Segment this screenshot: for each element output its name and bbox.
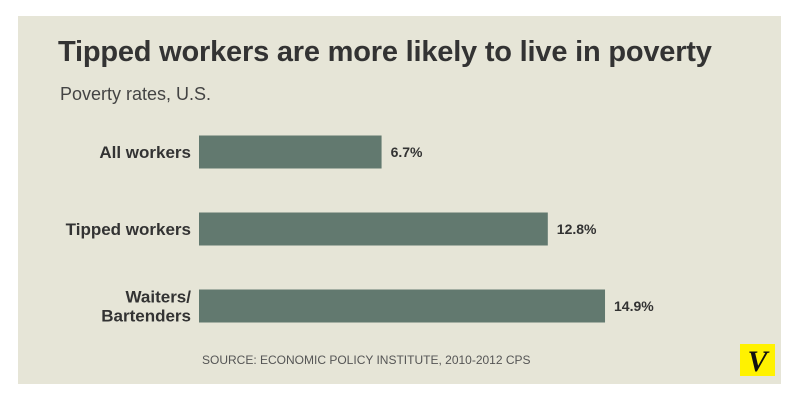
bar-value-label: 12.8% [557, 221, 597, 237]
source-note: SOURCE: ECONOMIC POLICY INSTITUTE, 2010-… [202, 353, 531, 367]
chart-subtitle: Poverty rates, U.S. [60, 84, 212, 104]
bar [199, 289, 606, 323]
category-label: All workers [99, 143, 191, 162]
bar-value-label: 6.7% [391, 144, 423, 160]
vox-logo: V [740, 344, 775, 376]
chart-title: Tipped workers are more likely to live i… [58, 36, 712, 68]
category-label: Waiters/ [125, 288, 191, 307]
chart-card: Tipped workers are more likely to live i… [18, 16, 781, 384]
category-label: Bartenders [101, 307, 191, 326]
bar-value-label: 14.9% [614, 298, 654, 314]
category-label: Tipped workers [66, 220, 191, 239]
bar [199, 212, 548, 246]
bar [199, 135, 382, 169]
bar-chart: 6.7% All workers 12.8% Tipped workers 14.9% W… [66, 135, 654, 326]
vox-logo-letter: V [747, 345, 770, 376]
